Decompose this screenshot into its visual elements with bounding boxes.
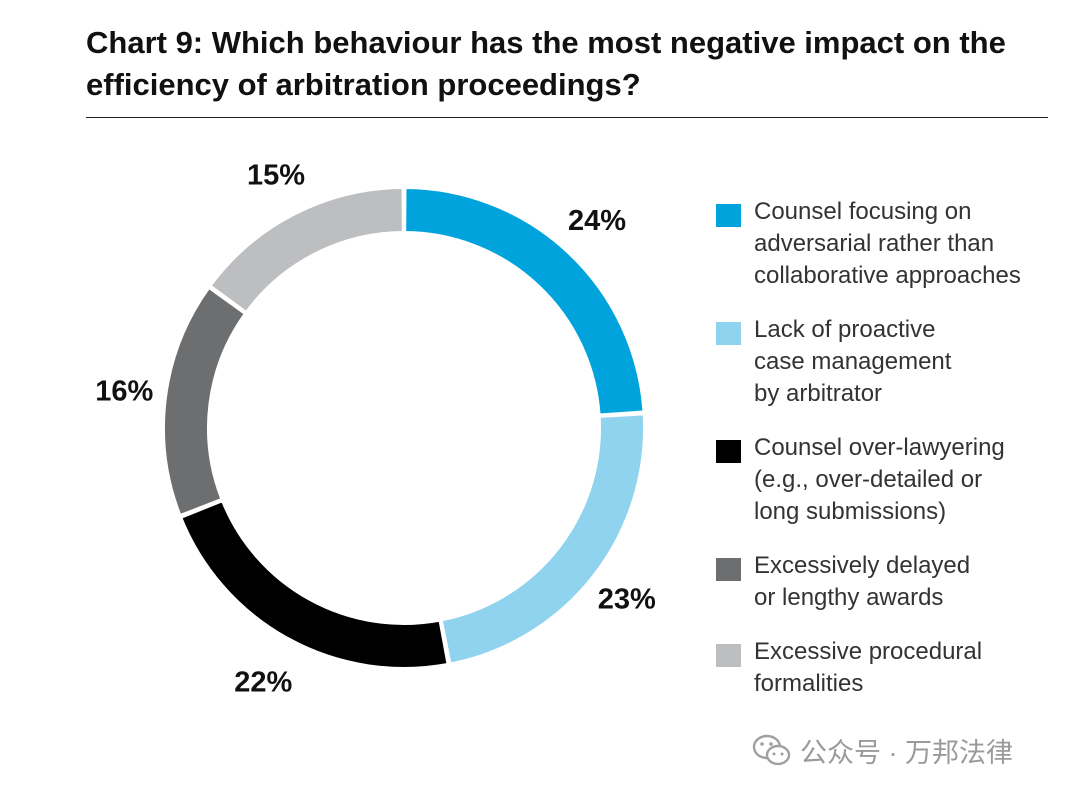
watermark-text: 公众号 · 万邦法律 <box>800 738 1013 768</box>
legend-label: Counsel over-lawyering (e.g., over-detai… <box>754 434 1005 525</box>
legend-item-4: Excessively delayed or lengthy awards <box>716 550 1066 614</box>
title-divider <box>86 117 1048 118</box>
legend-swatch <box>716 440 741 463</box>
legend-label: Counsel focusing on adversarial rather t… <box>754 198 1021 289</box>
slice-value-label-4: 16% <box>95 375 153 407</box>
slice-value-label-1: 24% <box>568 205 626 237</box>
donut-slice-5 <box>209 186 404 314</box>
donut-slice-4 <box>163 286 247 517</box>
watermark: 公众号 · 万邦法律 <box>752 731 1013 770</box>
wechat-icon <box>752 734 791 765</box>
legend-swatch <box>716 204 741 227</box>
legend-swatch <box>716 644 741 667</box>
slice-value-label-5: 15% <box>247 159 305 191</box>
slice-value-label-3: 22% <box>234 667 292 699</box>
donut-slice-2 <box>440 413 645 665</box>
legend-label: Excessively delayed or lengthy awards <box>754 552 971 611</box>
legend-item-3: Counsel over-lawyering (e.g., over-detai… <box>716 432 1066 528</box>
chart-title: Chart 9: Which behaviour has the most ne… <box>86 25 1006 102</box>
legend-item-2: Lack of proactive case management by arb… <box>716 314 1066 410</box>
legend-label: Lack of proactive case management by arb… <box>754 316 952 407</box>
donut-slice-1 <box>404 186 645 416</box>
chart-legend: Counsel focusing on adversarial rather t… <box>716 196 1066 722</box>
slice-value-label-2: 23% <box>598 583 656 615</box>
donut-chart: 24% 23% 22% 16% 15% <box>95 159 656 699</box>
legend-swatch <box>716 322 741 345</box>
legend-item-1: Counsel focusing on adversarial rather t… <box>716 196 1066 292</box>
legend-swatch <box>716 558 741 581</box>
legend-item-5: Excessive procedural formalities <box>716 636 1066 700</box>
legend-label: Excessive procedural formalities <box>754 638 983 697</box>
donut-slice-3 <box>180 499 449 669</box>
